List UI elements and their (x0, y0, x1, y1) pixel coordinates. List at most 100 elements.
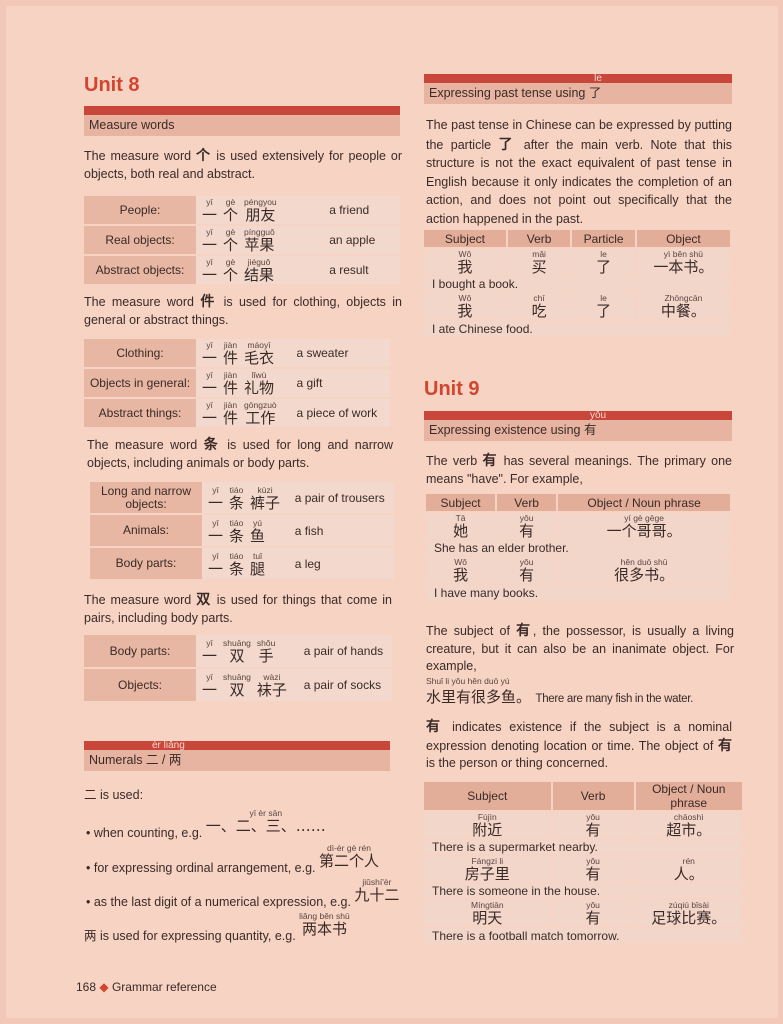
pinyin: Míngtiān (470, 900, 504, 910)
word: shuāng 双 (223, 638, 251, 664)
table-row: Wǒ 我 chī 吃 le 了 Zhōngcān 中餐。 (424, 291, 733, 320)
hanzi: 一 (202, 206, 218, 224)
text: is the person or thing concerned. (426, 756, 609, 770)
para-tiao: The measure word 条 is used for long and … (87, 436, 393, 472)
hanzi: 了 (498, 135, 517, 152)
column-header: Subject (424, 230, 508, 248)
text: The measure word (87, 438, 204, 452)
bullet-item: • for expressing ordinal arrangement, e.… (86, 843, 385, 875)
column-header: Object / Noun phrase (557, 494, 732, 512)
bullet: • (86, 895, 94, 909)
pinyin: yǒu (586, 812, 600, 822)
word: yī 一 (208, 518, 223, 544)
chinese-phrase: yī 一 gè 个 péngyou 朋友 (196, 196, 330, 224)
pinyin: tiáo (229, 550, 244, 561)
hanzi: 件 (223, 379, 239, 397)
page-number: 168 (76, 980, 97, 994)
hanzi: 件 (223, 349, 239, 367)
example-sentence: Shuǐ li yǒu hěn duō yú 水里有很多鱼。 There are… (426, 676, 693, 707)
translation: There is someone in the house. (424, 882, 744, 899)
hanzi: 有 (585, 865, 601, 883)
hanzi: 买 (531, 258, 547, 276)
word: tiáo 条 (229, 518, 244, 544)
text: indicates existence if the subject is a … (426, 720, 732, 753)
text: is used for clothing, objects in general… (84, 295, 402, 327)
bullet-item: • when counting, e.g. yī èr sān 一、二、三、…… (86, 808, 332, 840)
column-header: Object / Noun phrase (634, 782, 745, 811)
pinyin: gè (225, 227, 236, 237)
word: tiáo 条 (229, 485, 244, 511)
pinyin: kùzi (257, 484, 273, 495)
word: yú 鱼 (250, 518, 265, 544)
hanzi: 条 (229, 493, 245, 512)
column-header: Object (635, 230, 733, 248)
hanzi: 附近 (472, 821, 503, 839)
text: , the possessor, is usually a living cre… (426, 624, 734, 673)
word: gè 个 (223, 197, 238, 223)
cell: yǒu 有 (551, 810, 636, 839)
meaning: a piece of work (296, 399, 390, 427)
hanzi: 有 (585, 821, 601, 839)
column-header: Verb (506, 230, 573, 248)
text: The past tense in Chinese can be express… (426, 118, 732, 152)
cell: yì běn shū 一本书。 (635, 247, 733, 276)
hanzi: 一 (202, 236, 218, 254)
word: lǐwù 礼物 (244, 370, 274, 396)
table-row: Objects in general: yī 一 jiàn 件 lǐwù 礼物 a gift (84, 369, 390, 397)
meaning: a pair of hands (303, 635, 392, 667)
word: le 了 (596, 249, 611, 275)
cell: Wǒ 我 (424, 247, 508, 276)
column-header: Verb (496, 494, 559, 512)
word: le 了 (596, 293, 611, 319)
table-row: Wǒ 我 yǒu 有 hěn duō shū 很多书。 (426, 555, 732, 584)
text: The measure word (84, 295, 201, 309)
footer-label: Grammar reference (111, 980, 217, 994)
hanzi: 了 (596, 258, 612, 276)
hanzi: 一 (208, 493, 224, 512)
hanzi: 条 (203, 436, 221, 452)
hanzi: 个 (195, 147, 212, 163)
text: The measure word (84, 593, 197, 607)
hanzi: 很多书。 (614, 566, 675, 584)
para-shuang: The measure word 双 is used for things th… (84, 591, 392, 627)
cell: zúqiú bǐsài 足球比赛。 (634, 898, 745, 927)
cell: Zhōngcān 中餐。 (635, 291, 733, 320)
row-label: People: (84, 196, 196, 224)
word: shǒu 手 (257, 638, 275, 664)
pinyin: liǎng běn shū (299, 911, 350, 921)
table-row: Tā 她 yǒu 有 yí gè gēge 一个哥哥。 (426, 511, 732, 540)
hanzi: 双 (196, 591, 212, 607)
text: has several meanings. The primary one me… (426, 454, 733, 486)
table-row: Abstract objects: yī 一 gè 个 jiéguǒ 结果 a result (84, 256, 400, 284)
cell: Míngtiān 明天 (424, 898, 553, 927)
pinyin: Fángzi li (471, 856, 504, 866)
cell: Wǒ 我 (424, 291, 508, 320)
word: yì běn shū 一本书。 (653, 249, 713, 275)
hanzi: 明天 (472, 909, 503, 927)
hanzi: 第二个人 (318, 852, 379, 870)
pinyin: gè (225, 197, 236, 207)
para-you-2: The subject of 有, the possessor, is usua… (426, 622, 734, 676)
bullet: • (86, 826, 94, 840)
meaning: a sweater (296, 339, 390, 367)
row-label: Body parts: (90, 548, 202, 579)
word: yī 一 (202, 257, 217, 283)
row-label: Objects in general: (84, 369, 196, 397)
hanzi: 她 (453, 522, 469, 540)
hanzi: 条 (229, 526, 245, 545)
hanzi: 两本书 (301, 920, 347, 938)
pinyin: péngyou (244, 197, 277, 207)
measure-table-tiao: Long and narrow objects: yī 一 tiáo 条 kùzi 裤子 a … (90, 480, 394, 581)
pinyin: wàzi (263, 672, 281, 682)
word: Wǒ 我 (457, 293, 472, 319)
hanzi: 有 (482, 452, 499, 468)
header-pinyin: le (424, 74, 732, 84)
row-label: Real objects: (84, 226, 196, 254)
header-text: Expressing past tense using 了 (424, 83, 732, 104)
pinyin: le (600, 293, 607, 303)
pinyin: zúqiú bǐsài (668, 900, 709, 910)
cell: yǒu 有 (496, 555, 559, 584)
pinyin: yǒu (586, 900, 600, 910)
word: Zhōngcān 中餐。 (661, 293, 706, 319)
pinyin: yǒu (519, 557, 534, 567)
